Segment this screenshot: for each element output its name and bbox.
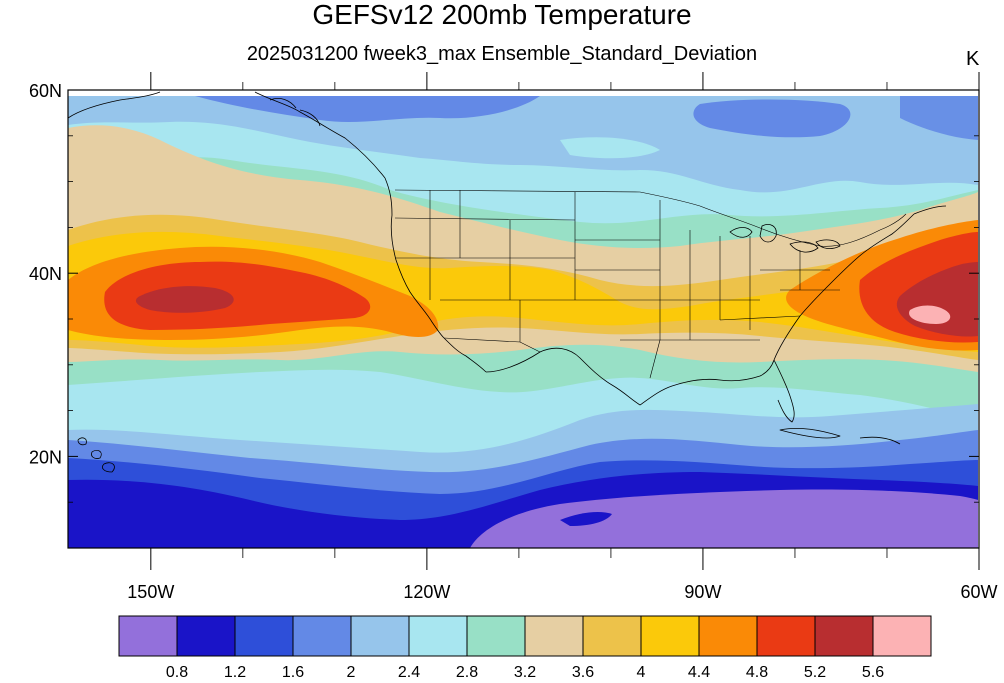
colorbar-swatch	[640, 615, 700, 657]
colorbar-swatch	[118, 615, 178, 657]
colorbar-swatch	[234, 615, 294, 657]
lat-label: 20N	[29, 447, 62, 467]
map-title: GEFSv12 200mb Temperature	[312, 0, 692, 30]
coastline-overlay	[68, 91, 947, 473]
lat-label: 60N	[29, 81, 62, 101]
colorbar-label: 5.6	[862, 664, 884, 681]
colorbar-label: 1.2	[224, 664, 246, 681]
map-axes: 60N 40N 20N 150W 120W 90W 60W	[29, 72, 998, 602]
map-subtitle: 2025031200 fweek3_max Ensemble_Standard_…	[246, 43, 758, 65]
state-borders	[394, 189, 907, 379]
lon-label: 60W	[960, 582, 997, 602]
colorbar-label: 4	[637, 664, 646, 681]
colorbar-label: 2	[347, 664, 356, 681]
colorbar: 0.8 1.2 1.6 2 2.4 2.8 3.2 3.6 4 4.4 4.8 5.2 5.6	[118, 615, 932, 681]
colorbar-swatch	[176, 615, 236, 657]
colorbar-swatch	[524, 615, 584, 657]
lat-label: 40N	[29, 264, 62, 284]
colorbar-swatch	[466, 615, 526, 657]
colorbar-label: 5.2	[804, 664, 826, 681]
colorbar-swatch	[698, 615, 758, 657]
lon-label: 150W	[127, 582, 174, 602]
colorbar-swatch	[756, 615, 816, 657]
colorbar-swatch	[292, 615, 352, 657]
colorbar-label: 3.6	[572, 664, 594, 681]
lon-label: 90W	[684, 582, 721, 602]
colorbar-label: 2.8	[456, 664, 478, 681]
colorbar-swatch	[814, 615, 874, 657]
colorbar-label: 0.8	[166, 664, 188, 681]
colorbar-label: 1.6	[282, 664, 304, 681]
lon-label: 120W	[403, 582, 450, 602]
colorbar-label: 3.2	[514, 664, 536, 681]
temperature-spread-field	[68, 96, 978, 548]
colorbar-swatch	[872, 615, 932, 657]
colorbar-label: 4.4	[688, 664, 710, 681]
colorbar-label: 4.8	[746, 664, 768, 681]
colorbar-label: 2.4	[398, 664, 420, 681]
colorbar-swatch	[408, 615, 468, 657]
colorbar-swatch	[582, 615, 642, 657]
units-label: K	[966, 48, 980, 70]
colorbar-swatch	[350, 615, 410, 657]
map-panel	[67, 89, 980, 549]
